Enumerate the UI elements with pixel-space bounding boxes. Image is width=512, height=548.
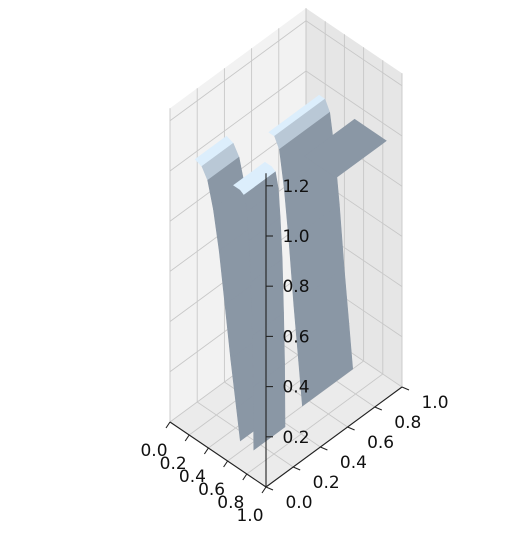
y-tick-label: 0.8 [394,413,421,433]
x-tick-label: 0.2 [160,454,187,474]
axis-lines [165,173,410,494]
z-tick-label: 1.2 [282,177,309,197]
z-tick-label: 0.2 [282,428,309,448]
z-tick-label: 0.6 [282,327,309,347]
x-tick-mark [223,460,229,468]
y-tick-mark [320,446,328,451]
y-tick-label: 0.2 [313,473,340,493]
left-grid-z [169,20,307,122]
x-axis-line [169,421,267,488]
tick-labels: 0.00.20.40.60.81.00.00.20.40.60.81.00.20… [140,177,448,526]
y-tick-mark [265,486,274,491]
y-axis-line [265,386,403,488]
x-tick-label: 0.6 [198,480,225,500]
surface-facet [252,363,286,451]
back-grid-z [305,20,403,87]
y-tick-mark [292,466,301,471]
surfaces [194,94,387,451]
x-tick-mark [261,486,267,494]
x-tick-mark [165,421,171,429]
y-tick-label: 1.0 [421,393,448,413]
x-tick-label: 0.0 [140,441,167,461]
y-tick-label: 0.6 [367,433,394,453]
x-tick-mark [184,434,190,442]
z-tick-label: 1.0 [282,227,309,247]
x-tick-mark [242,473,248,481]
z-tick-label: 0.4 [282,378,309,398]
y-tick-mark [374,406,383,411]
x-tick-mark [203,447,209,455]
x-tick-label: 0.8 [217,493,244,513]
y-tick-label: 0.0 [285,493,312,513]
y-tick-label: 0.4 [340,453,367,473]
floor-grid-x [246,373,384,475]
axes-panes [170,8,402,487]
surface-4 [303,118,387,179]
surface-facet [298,323,354,407]
x-tick-label: 0.4 [179,467,206,487]
x-tick-label: 1.0 [236,506,263,526]
y-tick-mark [401,386,410,391]
surface-3 [233,161,286,451]
surface-2 [268,94,354,407]
y-tick-mark [347,426,355,431]
back-grid-z [305,70,403,137]
z-tick-label: 0.8 [282,277,309,297]
left-grid-z [169,70,307,172]
